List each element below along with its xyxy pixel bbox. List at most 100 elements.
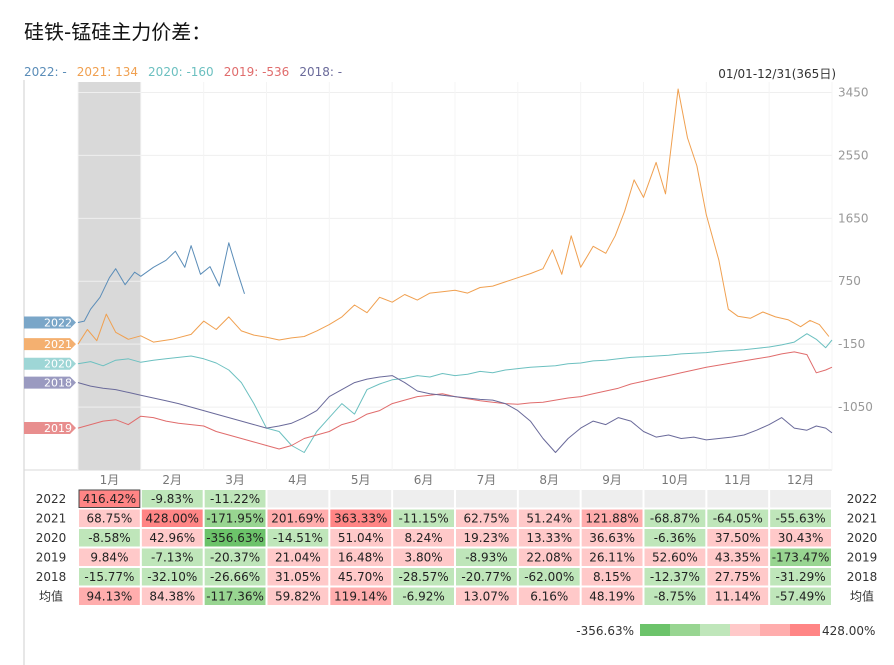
x-tick-label: 8月 — [539, 473, 559, 487]
table-cell-bg — [644, 509, 706, 527]
table-cell-bg — [518, 509, 580, 527]
table-cell-bg — [770, 490, 831, 508]
table-row-label-right: 2020 — [847, 531, 878, 545]
table-cell-value: 84.38% — [149, 590, 195, 604]
table-cell-value: 30.43% — [778, 531, 824, 545]
table-cell-bg — [770, 568, 831, 586]
series-tag-label: 2020 — [44, 358, 72, 371]
table-cell-bg — [204, 529, 266, 547]
table-cell-value: 428.00% — [146, 512, 199, 526]
table-cell-value: 19.23% — [464, 531, 510, 545]
table-cell-value: 26.11% — [589, 551, 635, 565]
legend-item-4[interactable]: 2018: - — [299, 65, 343, 79]
series-tag-label: 2022 — [44, 316, 72, 329]
table-row-label: 2019 — [36, 551, 67, 565]
x-tick-label: 10月 — [661, 473, 688, 487]
y-tick-label: -1050 — [838, 400, 873, 414]
table-cell-bg — [141, 587, 203, 605]
series-line-2021 — [77, 88, 830, 345]
table-cell-value: -64.05% — [713, 512, 763, 526]
table-cell-value: -28.57% — [399, 570, 449, 584]
table-cell-value: 8.15% — [593, 570, 631, 584]
table-cell-value: 13.07% — [464, 590, 510, 604]
table-cell-bg — [393, 548, 454, 566]
table-cell-value: -14.51% — [273, 531, 323, 545]
legend-item-0[interactable]: 2022: - — [24, 65, 67, 79]
table-cell-value: -32.10% — [147, 570, 197, 584]
table-cell-bg — [518, 529, 580, 547]
table-cell-value: 48.19% — [589, 590, 635, 604]
series-tag-2019: 2019 — [24, 422, 76, 435]
table-cell-bg — [393, 509, 454, 527]
table-cell-value: 59.82% — [275, 590, 321, 604]
table-cell-value: 3.80% — [405, 551, 443, 565]
table-cell-bg — [770, 529, 831, 547]
table-cell-value: 6.16% — [530, 590, 568, 604]
table-cell-bg — [204, 490, 266, 508]
table-cell-value: 45.70% — [338, 570, 384, 584]
date-range-label: 01/01-12/31(365日) — [718, 67, 836, 81]
table-cell-bg — [267, 509, 329, 527]
x-tick-label: 7月 — [477, 473, 497, 487]
table-cell-value: -8.75% — [654, 590, 696, 604]
table-cell-bg — [330, 587, 392, 605]
legend-item-1[interactable]: 2021: 134 — [76, 65, 139, 79]
y-tick-label: 3450 — [838, 85, 869, 99]
table-cell-bg — [79, 490, 140, 508]
table-cell-value: -68.87% — [650, 512, 700, 526]
table-cell-value: -31.29% — [776, 570, 826, 584]
table-cell-bg — [644, 548, 706, 566]
table-cell-bg — [79, 529, 140, 547]
table-cell-value: 201.69% — [271, 512, 324, 526]
table-cell-value: -7.13% — [151, 551, 193, 565]
series-tag-label: 2018 — [44, 377, 72, 390]
table-cell-bg — [518, 568, 580, 586]
table-cell-value: 42.96% — [149, 531, 195, 545]
x-tick-label: 6月 — [414, 473, 434, 487]
table-cell-value: 36.63% — [589, 531, 635, 545]
table-cell-value: -11.15% — [399, 512, 449, 526]
chart-legend: 2022: - 2021: 134 2020: -160 2019: -536 2018… — [24, 65, 352, 79]
table-cell-bg — [330, 548, 392, 566]
table-cell-bg — [141, 529, 203, 547]
table-cell-bg — [770, 548, 831, 566]
series-tag-2022: 2022 — [24, 316, 76, 329]
table-cell-value: -117.36% — [206, 590, 264, 604]
table-cell-bg — [393, 587, 454, 605]
x-tick-label: 12月 — [787, 473, 814, 487]
table-cell-value: -20.37% — [210, 551, 260, 565]
table-cell-bg — [770, 587, 831, 605]
series-tag-label: 2021 — [44, 338, 72, 351]
table-cell-value: 22.08% — [526, 551, 572, 565]
series-tag-2021: 2021 — [24, 338, 76, 351]
table-cell-value: -12.37% — [650, 570, 700, 584]
table-cell-value: 416.42% — [83, 492, 136, 506]
table-cell-value: 94.13% — [87, 590, 133, 604]
table-cell-value: 27.75% — [715, 570, 761, 584]
table-cell-bg — [707, 529, 769, 547]
legend-item-3[interactable]: 2019: -536 — [223, 65, 290, 79]
table-cell-bg — [518, 490, 580, 508]
color-scale-min-label: -356.63% — [576, 624, 634, 638]
page-title: 硅铁-锰硅主力价差： — [24, 20, 212, 44]
table-cell-bg — [644, 490, 706, 508]
table-cell-bg — [141, 548, 203, 566]
table-cell-value: 11.14% — [715, 590, 761, 604]
table-cell-value: -9.83% — [151, 492, 193, 506]
table-cell-bg — [770, 509, 831, 527]
color-scale-swatch — [670, 624, 700, 636]
y-tick-label: -150 — [838, 337, 865, 351]
table-cell-value: 37.50% — [715, 531, 761, 545]
table-row-label: 2021 — [36, 512, 67, 526]
y-tick-label: 2550 — [838, 148, 869, 162]
series-tag-shape — [24, 338, 76, 351]
legend-item-2[interactable]: 2020: -160 — [148, 65, 214, 79]
table-cell-bg — [141, 568, 203, 586]
series-tag-shape — [24, 316, 76, 329]
table-cell-bg — [330, 509, 392, 527]
color-scale-swatch — [700, 624, 730, 636]
series-line-2020 — [77, 333, 833, 453]
table-cell-bg — [267, 490, 329, 508]
x-tick-label: 2月 — [162, 473, 182, 487]
